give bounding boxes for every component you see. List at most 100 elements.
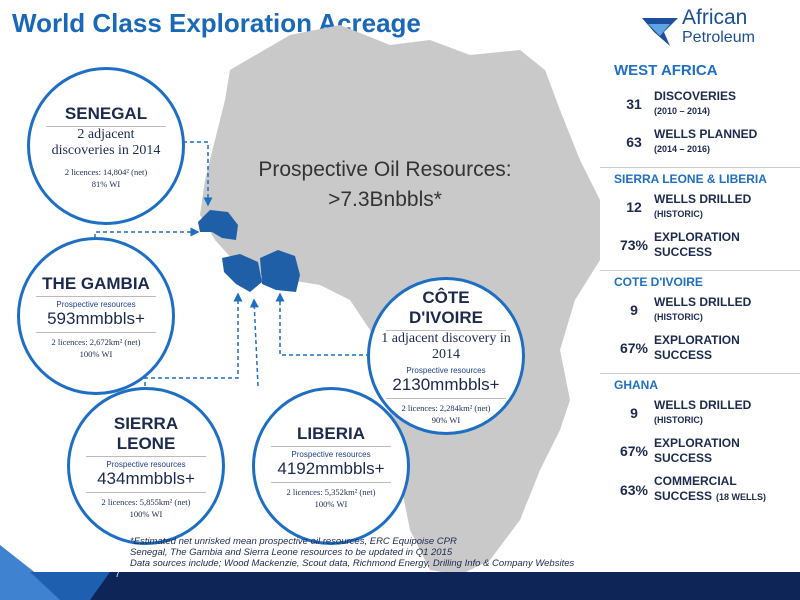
logo-text: African Petroleum bbox=[682, 6, 755, 48]
logo-mark bbox=[642, 18, 678, 46]
sidebar-section: COTE D'IVOIRE 9 WELLS DRILLED (HISTORIC) 67%… bbox=[600, 270, 800, 373]
stat-number: 63 bbox=[626, 134, 642, 150]
stat-note: (18 WELLS) bbox=[716, 492, 767, 502]
stat-label: WELLS PLANNED (2014 – 2016) bbox=[654, 127, 757, 157]
headline-line: Prospective Oil Resources: bbox=[258, 158, 512, 181]
section-heading: SIERRA LEONE & LIBERIA bbox=[614, 172, 767, 186]
stat-number: 73% bbox=[619, 237, 649, 253]
sidebar-section: SIERRA LEONE & LIBERIA 12 WELLS DRILLED (HI… bbox=[600, 167, 800, 270]
stat-label: WELLS DRILLED (HISTORIC) bbox=[654, 295, 751, 325]
section-heading: WEST AFRICA bbox=[614, 62, 718, 79]
stat-number: 9 bbox=[630, 302, 638, 318]
resource-label: Prospective resources bbox=[291, 449, 371, 459]
working-interest: 100% WI bbox=[79, 348, 113, 359]
resource-label: Prospective resources bbox=[56, 299, 136, 309]
section-heading: GHANA bbox=[614, 378, 658, 392]
stat-row: 12 WELLS DRILLED (HISTORIC) bbox=[614, 192, 800, 222]
working-interest: 100% WI bbox=[314, 498, 348, 509]
stat-line: WELLS DRILLED bbox=[654, 192, 752, 206]
country-name: CÔTE D'IVOIRE bbox=[386, 288, 506, 331]
stat-line: SUCCESS bbox=[654, 451, 713, 465]
stat-number: 63% bbox=[619, 481, 649, 498]
country-name: THE GAMBIA bbox=[36, 274, 156, 297]
licences: 2 licences: 2,672km² (net) bbox=[51, 336, 141, 347]
country-circle: SENEGAL 2 adjacent discoveries in 2014 2 li… bbox=[27, 67, 185, 225]
stat-label: EXPLORATION SUCCESS bbox=[654, 333, 740, 363]
stat-number: 9 bbox=[630, 405, 638, 421]
sidebar: WEST AFRICA 31 DISCOVERIES (2010 – 2014) 63 W… bbox=[600, 58, 800, 515]
stat-row: 73% EXPLORATION SUCCESS bbox=[614, 230, 800, 260]
stat-number: 67% bbox=[619, 443, 649, 459]
stat-line: SUCCESS (18 WELLS) bbox=[654, 489, 767, 503]
country-circle: SIERRA LEONE Prospective resources 434mmbb… bbox=[67, 387, 225, 545]
stat-number: 12 bbox=[626, 199, 642, 215]
working-interest: 100% WI bbox=[129, 508, 163, 519]
section-heading: COTE D'IVOIRE bbox=[614, 275, 703, 289]
stat-line: EXPLORATION bbox=[654, 436, 740, 450]
logo-line2: Petroleum bbox=[682, 29, 755, 46]
stat-note: (2010 – 2014) bbox=[654, 106, 711, 116]
licences: 2 licences: 14,804² (net) bbox=[64, 166, 148, 177]
country-line: 1 adjacent discovery in bbox=[381, 330, 511, 346]
footer-graphic bbox=[0, 545, 110, 600]
footnote: Senegal, The Gambia and Sierra Leone res… bbox=[130, 547, 453, 558]
working-interest: 81% WI bbox=[91, 178, 121, 189]
stat-line: SUCCESS bbox=[654, 245, 713, 259]
resource: 593mmbbls+ bbox=[36, 309, 156, 333]
licences: 2 licences: 2,284km² (net) bbox=[401, 402, 491, 413]
stat-row: 31 DISCOVERIES (2010 – 2014) bbox=[614, 89, 800, 119]
stat-line: COMMERCIAL bbox=[654, 474, 737, 488]
civ-shape bbox=[260, 250, 300, 292]
resource: 434mmbbls+ bbox=[86, 469, 206, 493]
resource-label: Prospective resources bbox=[406, 365, 486, 375]
stat-number: 67% bbox=[619, 340, 649, 356]
sidebar-section: GHANA 9 WELLS DRILLED (HISTORIC) 67% EXPLORAT… bbox=[600, 373, 800, 515]
stat-note: (2014 – 2016) bbox=[654, 144, 711, 154]
stat-row: 63% COMMERCIAL SUCCESS (18 WELLS) bbox=[614, 474, 800, 505]
country-name: SIERRA LEONE bbox=[86, 414, 206, 457]
logo-line1: African bbox=[682, 6, 748, 29]
licences: 2 licences: 5,855km² (net) bbox=[101, 496, 191, 507]
stat-note: (HISTORIC) bbox=[654, 312, 703, 322]
stat-line: EXPLORATION bbox=[654, 333, 740, 347]
stat-note: (HISTORIC) bbox=[654, 415, 703, 425]
stat-label: COMMERCIAL SUCCESS (18 WELLS) bbox=[654, 474, 766, 505]
stat-line: EXPLORATION bbox=[654, 230, 740, 244]
headline: Prospective Oil Resources: >7.3Bnbbls* bbox=[235, 155, 535, 215]
stat-line: WELLS PLANNED bbox=[654, 127, 758, 141]
country-name: SENEGAL bbox=[46, 104, 166, 127]
resource: 4192mmbbls+ bbox=[271, 459, 391, 483]
country-line: 2014 bbox=[432, 346, 460, 362]
stat-label: WELLS DRILLED (HISTORIC) bbox=[654, 192, 751, 222]
country-circle: CÔTE D'IVOIRE 1 adjacent discovery in 2014… bbox=[367, 277, 525, 435]
footnote: *Estimated net unrisked mean prospective… bbox=[130, 536, 457, 547]
licences: 2 licences: 5,352km² (net) bbox=[286, 486, 376, 497]
resource: 2130mmbbls+ bbox=[386, 375, 506, 399]
country-circle: LIBERIA Prospective resources 4192mmbbls+ 2… bbox=[252, 387, 410, 545]
headline-line: >7.3Bnbbls* bbox=[328, 188, 442, 211]
stat-line: WELLS DRILLED bbox=[654, 295, 752, 309]
resource-label: Prospective resources bbox=[106, 459, 186, 469]
stat-label: WELLS DRILLED (HISTORIC) bbox=[654, 398, 751, 428]
stat-label: EXPLORATION SUCCESS bbox=[654, 436, 740, 466]
stat-number: 31 bbox=[626, 96, 642, 112]
stat-label: EXPLORATION SUCCESS bbox=[654, 230, 740, 260]
stat-line: DISCOVERIES bbox=[654, 89, 737, 103]
country-line: 2 adjacent bbox=[77, 126, 135, 142]
stat-row: 9 WELLS DRILLED (HISTORIC) bbox=[614, 398, 800, 428]
stat-row: 67% EXPLORATION SUCCESS bbox=[614, 436, 800, 466]
stat-line: WELLS DRILLED bbox=[654, 398, 752, 412]
country-circle: THE GAMBIA Prospective resources 593mmbbls… bbox=[17, 237, 175, 395]
sl-lib-shape bbox=[222, 254, 262, 292]
stat-row: 63 WELLS PLANNED (2014 – 2016) bbox=[614, 127, 800, 157]
footer-bar bbox=[0, 572, 800, 600]
stat-line: SUCCESS bbox=[654, 348, 713, 362]
stat-note: (HISTORIC) bbox=[654, 209, 703, 219]
country-name: LIBERIA bbox=[271, 424, 391, 447]
senegal-shape bbox=[198, 210, 238, 240]
connectors bbox=[94, 141, 370, 387]
footnotes: *Estimated net unrisked mean prospective… bbox=[130, 536, 574, 569]
footnote: Data sources include; Wood Mackenzie, Sc… bbox=[130, 558, 575, 569]
sidebar-section: WEST AFRICA 31 DISCOVERIES (2010 – 2014) 63 W… bbox=[600, 58, 800, 167]
